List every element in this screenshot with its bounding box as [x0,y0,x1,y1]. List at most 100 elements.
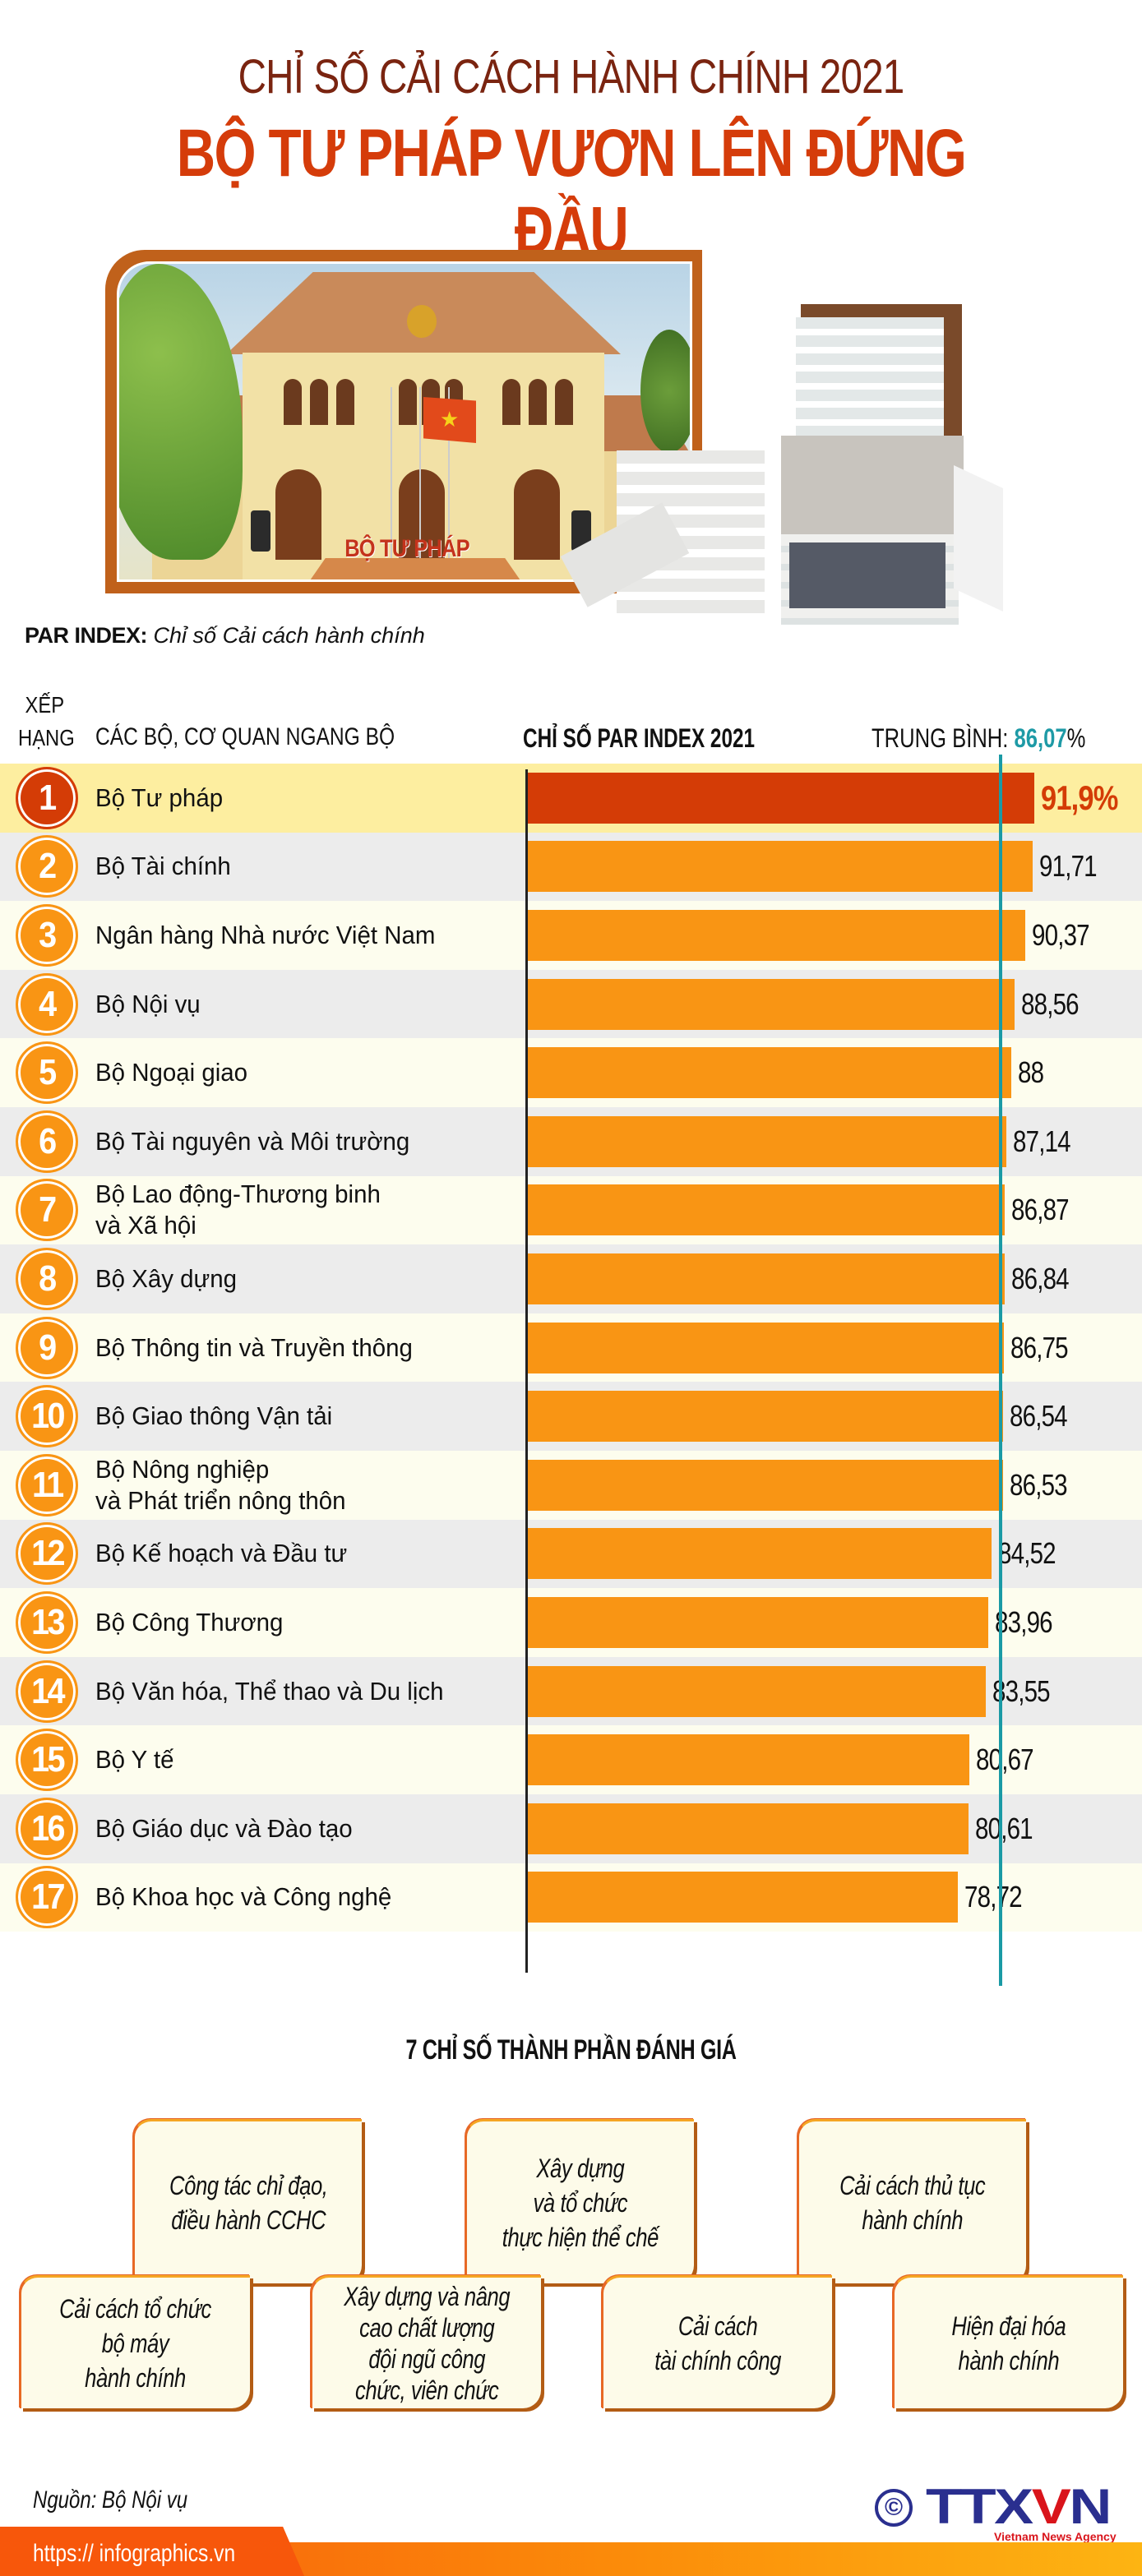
organization-name: Ngân hàng Nhà nước Việt Nam [95,920,436,949]
table-row: 13 Bộ Công Thương 83,96 [0,1588,1142,1657]
vietnam-flag-icon [423,397,476,443]
title-line-1: CHỈ SỐ CẢI CÁCH HÀNH CHÍNH 2021 [238,50,905,104]
table-row: 15 Bộ Y tế 80,67 [0,1725,1142,1794]
table-row: 6 Bộ Tài nguyên và Môi trường 87,14 [0,1106,1142,1176]
footer-url-link[interactable]: https:// infographics.vn [33,2540,236,2567]
organization-name: Bộ Nông nghiệp và Phát triển nông thôn [95,1454,346,1515]
par-index-label: PAR INDEX: [25,623,148,648]
table-row: 11 Bộ Nông nghiệp và Phát triển nông thôn… [0,1450,1142,1520]
star-icon: ★ [440,407,460,432]
table-row: 10 Bộ Giao thông Vận tải 86,54 [0,1382,1142,1451]
organization-name: Bộ Ngoại giao [95,1058,248,1087]
rank-badge: 13 [16,1590,78,1654]
par-index-bar [527,1528,992,1580]
par-index-value: 86,84 [1010,1261,1070,1295]
organization-name: Bộ Xây dựng [95,1263,237,1293]
organization-name: Bộ Nội vụ [95,989,201,1018]
component-card: Hiện đại hóa hành chính [893,2275,1123,2408]
par-index-value: 80,61 [975,1811,1033,1845]
average-label: TRUNG BÌNH: 86,07% [872,723,1086,753]
rank-badge: 8 [16,1247,78,1310]
table-row: 4 Bộ Nội vụ 88,56 [0,969,1142,1039]
building-image: ★ BỘ TƯ PHÁP [117,261,692,582]
par-index-bar [527,1665,986,1717]
organization-name: Bộ Thông tin và Truyền thông [95,1332,413,1362]
par-index-value: 84,52 [997,1536,1056,1571]
organization-name: Bộ Tài nguyên và Môi trường [95,1126,410,1156]
component-card: Xây dựng và tổ chức thực hiện thể chế [465,2119,694,2283]
par-index-bar [527,1734,969,1786]
par-index-bar [527,1184,1006,1236]
par-index-bar [527,1459,1003,1511]
table-row: 12 Bộ Kế hoạch và Đầu tư 84,52 [0,1519,1142,1589]
rank-badge: 7 [16,1179,78,1242]
par-index-value: 78,72 [964,1880,1023,1914]
par-index-value: 88,56 [1021,986,1080,1021]
table-row: 2 Bộ Tài chính 91,71 [0,832,1142,902]
table-row: 8 Bộ Xây dựng 86,84 [0,1244,1142,1313]
par-index-value: 86,54 [1009,1399,1068,1433]
document-stack-illustration [560,304,1052,625]
rank-badge: 2 [16,835,78,898]
rank-column-header: XẾP HẠNG [18,692,75,750]
organization-name: Bộ Lao động-Thương binh và Xã hội [95,1180,381,1240]
par-index-bar [527,1872,958,1923]
par-index-value: 83,96 [994,1604,1053,1639]
par-index-value: 86,75 [1010,1330,1069,1364]
component-card: Cải cách tài chính công [602,2275,832,2408]
rank-badge: 11 [16,1453,78,1517]
par-index-value: 91,71 [1039,849,1098,884]
par-index-bar [527,1047,1012,1099]
rank-badge: 14 [16,1660,78,1723]
par-index-bar [527,909,1025,961]
par-index-value: 91,9% [1040,778,1118,817]
par-index-column-header: CHỈ SỐ PAR INDEX 2021 [523,723,756,753]
par-index-bar [527,978,1015,1030]
rank-badge: 15 [16,1729,78,1792]
table-row: 16 Bộ Giáo dục và Đào tạo 80,61 [0,1794,1142,1863]
par-index-bar [527,841,1033,893]
rank-badge: 3 [16,903,78,967]
par-index-bar [527,1596,988,1648]
organization-column-header: CÁC BỘ, CƠ QUAN NGANG BỘ [95,723,395,750]
component-card: Cải cách thủ tục hành chính [798,2119,1026,2283]
organization-name: Bộ Khoa học và Công nghệ [95,1882,392,1912]
table-row: 1 Bộ Tư pháp 91,9% [0,764,1142,833]
component-card: Cải cách tổ chức bộ máy hành chính [20,2275,250,2408]
table-row: 17 Bộ Khoa học và Công nghệ 78,72 [0,1863,1142,1932]
rank-badge: 5 [16,1041,78,1105]
organization-name: Bộ Tài chính [95,852,231,881]
table-row: 5 Bộ Ngoại giao 88 [0,1038,1142,1107]
table-row: 9 Bộ Thông tin và Truyền thông 86,75 [0,1313,1142,1383]
par-index-bar [527,1803,969,1854]
par-index-value: 88 [1018,1055,1044,1090]
chart-axis-line [525,769,528,1973]
par-index-description: Chỉ số Cải cách hành chính [153,623,425,648]
par-index-value: 86,87 [1011,1193,1070,1227]
table-row: 3 Ngân hàng Nhà nước Việt Nam 90,37 [0,901,1142,970]
organization-name: Bộ Giao thông Vận tải [95,1401,333,1431]
component-card-text: Công tác chỉ đạo, điều hành CCHC [169,2170,328,2235]
table-row: 7 Bộ Lao động-Thương binh và Xã hội 86,87 [0,1175,1142,1245]
par-index-value: 80,67 [975,1743,1034,1777]
ttxvn-logo: © TTXVN Vietnam News Agency [875,2482,1121,2545]
building-sign: BỘ TƯ PHÁP [344,535,469,562]
national-emblem-icon [407,305,437,338]
par-index-bar [527,1253,1005,1304]
component-card-text: Xây dựng và tổ chức thực hiện thể chế [502,2153,659,2252]
organization-name: Bộ Giáo dục và Đào tạo [95,1813,353,1843]
tree-icon [119,264,243,560]
rank-badge: 9 [16,1316,78,1379]
component-card-text: Cải cách tổ chức bộ máy hành chính [59,2293,212,2393]
rank-badge: 4 [16,972,78,1036]
par-index-bar [527,1322,1005,1373]
organization-name: Bộ Tư pháp [95,782,224,812]
component-card: Xây dựng và nâng cao chất lượng đội ngũ … [311,2275,541,2408]
par-index-value: 90,37 [1031,917,1090,952]
component-card-text: Cải cách thủ tục hành chính [839,2170,986,2235]
par-index-bar [527,772,1034,824]
average-reference-line [998,755,1002,1986]
rank-badge: 12 [16,1522,78,1586]
footer-url-tab [0,2527,304,2576]
par-index-value: 83,55 [992,1673,1051,1708]
